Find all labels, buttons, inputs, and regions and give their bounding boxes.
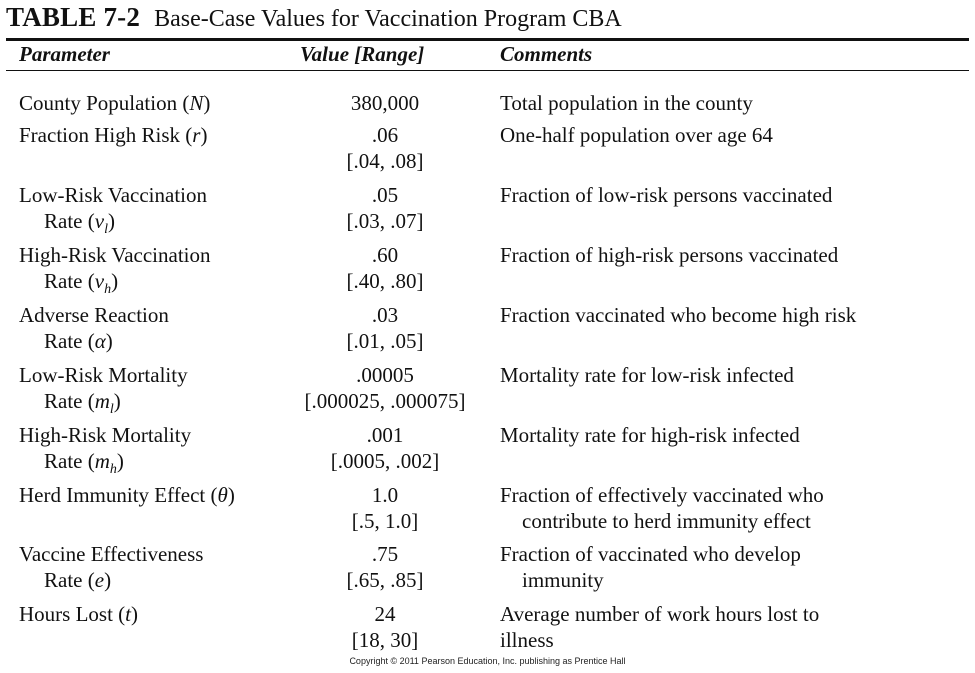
parameter-name: Hours Lost (t) [19,602,139,626]
table-number: TABLE 7-2 [6,2,141,32]
parameter-name: Low-Risk Mortality [19,363,188,387]
comment-text: Total population in the county [500,91,753,115]
parameter-name: Low-Risk Vaccination [19,183,207,207]
base-value: 24 [374,602,396,626]
value-range: [.04, .08] [346,149,424,173]
comment-text: Fraction of effectively vaccinated who [500,483,824,507]
value-cell: .05 [.03, .07] [280,182,490,234]
value-range: [.40, .80] [346,269,424,293]
comment-text-cont: illness [500,628,554,652]
parameter-cell: High-Risk Vaccination Rate (vh) [19,242,289,297]
parameter-symbol: (vl) [82,209,115,237]
parameter-cell: Fraction High Risk (r) [19,122,289,148]
parameter-name: Adverse Reaction [19,303,169,327]
parameter-symbol: (e) [82,568,112,592]
value-cell: .001 [.0005, .002] [280,422,490,474]
parameter-name: County Population (N) [19,91,211,115]
value-range: [.03, .07] [346,209,424,233]
parameter-symbol: (θ) [205,483,235,507]
value-range: [.5, 1.0] [351,509,419,533]
parameter-symbol: (vh) [82,269,119,297]
comment-text: Fraction of low-risk persons vaccinated [500,183,833,207]
base-value: .60 [371,243,399,267]
comment-text: Fraction of high-risk persons vaccinated [500,243,839,267]
parameter-name: High-Risk Mortality [19,423,192,447]
value-range: [.01, .05] [346,329,424,353]
parameter-name: Herd Immunity Effect (θ) [19,483,235,507]
base-value: .75 [371,542,399,566]
parameter-name: Fraction High Risk (r) [19,123,208,147]
comment-text: Mortality rate for high-risk infected [500,423,800,447]
base-value: .00005 [356,363,414,387]
base-value: 1.0 [371,483,399,507]
header-parameter: Parameter [19,42,110,66]
parameter-name: Vaccine Effectiveness [19,542,204,566]
parameter-symbol: (r) [180,123,208,147]
comment-cell: Average number of work hours lost to illn… [500,601,970,653]
parameter-name-cont: Rate (mh) [44,449,124,477]
comment-text: Fraction vaccinated who become high risk [500,303,857,327]
parameter-name-cont: Rate (e) [44,568,112,592]
base-value: .05 [371,183,399,207]
value-cell: 1.0 [.5, 1.0] [280,482,490,534]
comment-cell: Fraction vaccinated who become high risk [500,302,970,328]
table-caption: Base-Case Values for Vaccination Program… [154,6,622,32]
base-value: .001 [366,423,404,447]
value-cell: .60 [.40, .80] [280,242,490,294]
parameter-symbol: (ml) [82,389,121,417]
value-range: [.000025, .000075] [304,389,466,413]
value-cell: 380,000 [280,90,490,116]
comment-text: Mortality rate for low-risk infected [500,363,794,387]
comment-cell: Fraction of high-risk persons vaccinated [500,242,970,268]
value-cell: .03 [.01, .05] [280,302,490,354]
base-value: 380,000 [350,91,420,115]
parameter-cell: Vaccine Effectiveness Rate (e) [19,541,289,593]
base-value: .06 [371,123,399,147]
parameter-cell: High-Risk Mortality Rate (mh) [19,422,289,477]
value-range: [.65, .85] [346,568,424,592]
comment-text: One-half population over age 64 [500,123,773,147]
comment-text-cont: immunity [522,568,604,592]
header-comments: Comments [500,42,593,66]
comment-cell: Fraction of low-risk persons vaccinated [500,182,970,208]
parameter-name-cont: Rate (vh) [44,269,119,297]
parameter-cell: Low-Risk Mortality Rate (ml) [19,362,289,417]
comment-cell: Mortality rate for low-risk infected [500,362,970,388]
header-value-range: Value [Range] [300,42,425,66]
parameter-cell: Adverse Reaction Rate (α) [19,302,289,354]
value-cell: .75 [.65, .85] [280,541,490,593]
parameter-name-cont: Rate (α) [44,329,113,353]
value-range: [.0005, .002] [330,449,440,473]
copyright-notice: Copyright © 2011 Pearson Education, Inc.… [349,656,626,666]
comment-cell: Fraction of vaccinated who develop immuni… [500,541,970,593]
parameter-name-cont: Rate (ml) [44,389,121,417]
parameter-name: High-Risk Vaccination [19,243,211,267]
parameter-symbol: (t) [112,602,139,626]
base-value: .03 [371,303,399,327]
table-title: TABLE 7-2 Base-Case Values for Vaccinatio… [6,2,622,34]
parameter-cell: County Population (N) [19,90,289,116]
comment-cell: Total population in the county [500,90,970,116]
parameter-symbol: (N) [177,91,211,115]
top-rule [6,38,969,41]
parameter-cell: Herd Immunity Effect (θ) [19,482,289,508]
comment-cell: Fraction of effectively vaccinated who co… [500,482,970,534]
comment-text: Fraction of vaccinated who develop [500,542,801,566]
value-range: [18, 30] [351,628,419,652]
parameter-name-cont: Rate (vl) [44,209,115,237]
comment-text-cont: contribute to herd immunity effect [522,509,811,533]
parameter-symbol: (mh) [82,449,124,477]
parameter-cell: Low-Risk Vaccination Rate (vl) [19,182,289,237]
parameter-symbol: (α) [82,329,113,353]
value-cell: 24 [18, 30] [280,601,490,653]
comment-cell: Mortality rate for high-risk infected [500,422,970,448]
value-cell: .06 [.04, .08] [280,122,490,174]
header-rule [6,70,969,71]
comment-text: Average number of work hours lost to [500,602,820,626]
parameter-cell: Hours Lost (t) [19,601,289,627]
value-cell: .00005 [.000025, .000075] [280,362,490,414]
comment-cell: One-half population over age 64 [500,122,970,148]
